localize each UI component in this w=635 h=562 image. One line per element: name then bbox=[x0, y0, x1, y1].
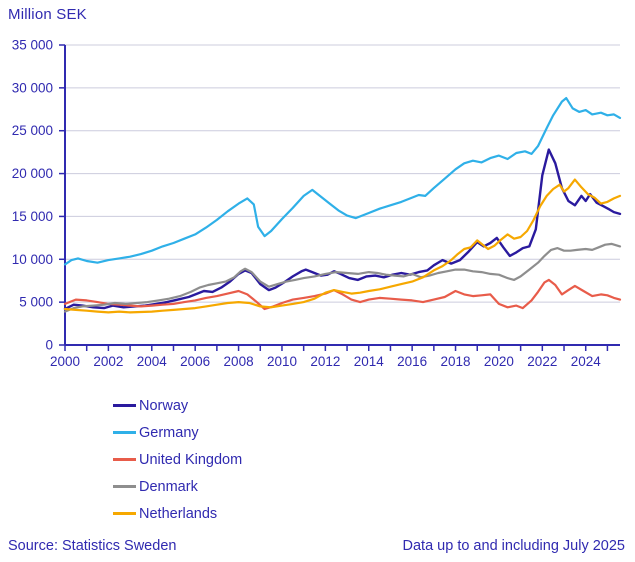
x-tick-label: 2022 bbox=[527, 354, 557, 369]
y-tick-label: 5 000 bbox=[19, 295, 53, 310]
x-tick-label: 2010 bbox=[267, 354, 297, 369]
y-tick-label: 10 000 bbox=[12, 252, 53, 267]
legend-item-denmark: Denmark bbox=[113, 473, 242, 500]
x-tick-label: 2008 bbox=[224, 354, 254, 369]
legend-label: Germany bbox=[139, 424, 199, 441]
series-line-netherlands bbox=[63, 178, 622, 314]
legend-label: Denmark bbox=[139, 478, 198, 495]
x-tick-label: 2006 bbox=[180, 354, 210, 369]
legend-swatch bbox=[113, 431, 136, 434]
legend-item-netherlands: Netherlands bbox=[113, 500, 242, 527]
legend-swatch bbox=[113, 404, 136, 407]
series-line-norway bbox=[63, 148, 622, 311]
y-tick-label: 20 000 bbox=[12, 166, 53, 181]
legend-item-united-kingdom: United Kingdom bbox=[113, 446, 242, 473]
chart-legend: Norway Germany United Kingdom Denmark Nether… bbox=[113, 392, 242, 527]
y-tick-label: 25 000 bbox=[12, 123, 53, 138]
legend-swatch bbox=[113, 512, 136, 515]
legend-swatch bbox=[113, 485, 136, 488]
x-tick-label: 2018 bbox=[441, 354, 471, 369]
chart-title: Million SEK bbox=[8, 6, 87, 23]
series-line-germany bbox=[63, 96, 622, 266]
series-line-denmark bbox=[63, 242, 622, 313]
legend-item-norway: Norway bbox=[113, 392, 242, 419]
source-text: Source: Statistics Sweden bbox=[8, 538, 177, 554]
y-tick-label: 0 bbox=[45, 338, 53, 353]
x-tick-label: 2004 bbox=[137, 354, 168, 369]
y-tick-label: 35 000 bbox=[12, 38, 53, 53]
y-tick-label: 15 000 bbox=[12, 209, 53, 224]
x-tick-label: 2012 bbox=[310, 354, 340, 369]
legend-label: United Kingdom bbox=[139, 451, 243, 468]
series-line-united-kingdom bbox=[63, 278, 622, 311]
x-tick-label: 2002 bbox=[93, 354, 123, 369]
x-tick-label: 2016 bbox=[397, 354, 427, 369]
x-tick-label: 2020 bbox=[484, 354, 514, 369]
y-tick-label: 30 000 bbox=[12, 80, 53, 95]
legend-swatch bbox=[113, 458, 136, 461]
data-coverage-note: Data up to and including July 2025 bbox=[402, 538, 626, 554]
x-tick-label: 2000 bbox=[50, 354, 80, 369]
legend-label: Netherlands bbox=[139, 505, 218, 522]
x-tick-label: 2014 bbox=[354, 354, 385, 369]
legend-item-germany: Germany bbox=[113, 419, 242, 446]
x-tick-label: 2024 bbox=[571, 354, 602, 369]
legend-label: Norway bbox=[139, 397, 189, 414]
